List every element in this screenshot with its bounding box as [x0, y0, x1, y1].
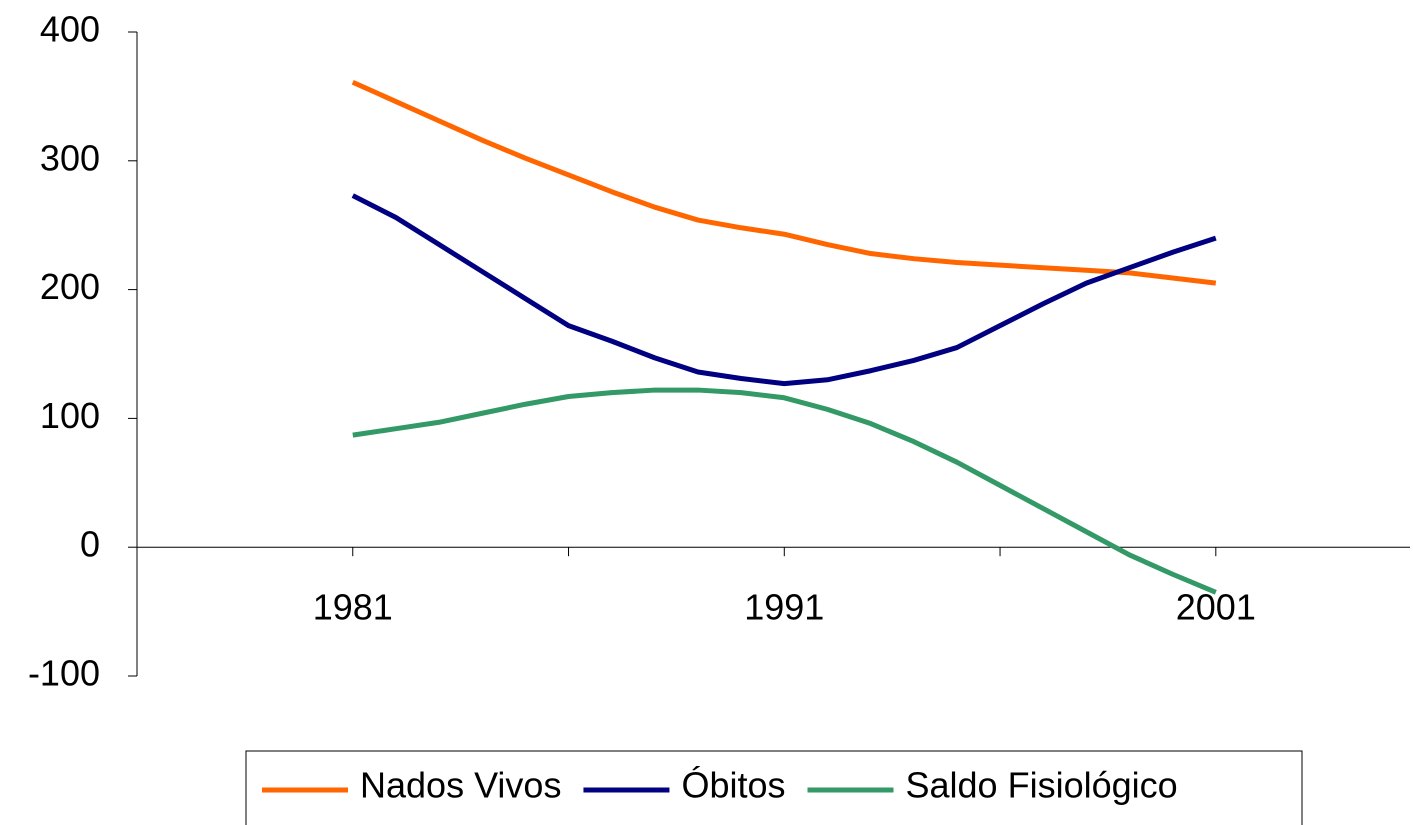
- x-tick-label: 1991: [744, 587, 824, 628]
- series-line: [352, 387, 1217, 595]
- y-tick-label: 100: [40, 395, 100, 436]
- x-tick-label: 2001: [1176, 587, 1256, 628]
- legend-box: [245, 750, 1303, 825]
- x-tick-label: 1981: [313, 587, 393, 628]
- y-tick-label: 400: [40, 9, 100, 50]
- legend-label: Óbitos: [681, 765, 785, 806]
- legend: Nados Vivos Óbitos Saldo Fisiológico: [245, 750, 1303, 825]
- series-line: [351, 79, 1217, 286]
- legend-label: Saldo Fisiológico: [906, 765, 1178, 806]
- y-tick-label: 0: [80, 524, 100, 565]
- y-tick-label: 300: [40, 137, 100, 178]
- y-tick-label: -100: [28, 653, 100, 694]
- legend-label: Nados Vivos: [360, 765, 561, 806]
- y-tick-label: 200: [40, 266, 100, 307]
- series-line: [351, 193, 1217, 387]
